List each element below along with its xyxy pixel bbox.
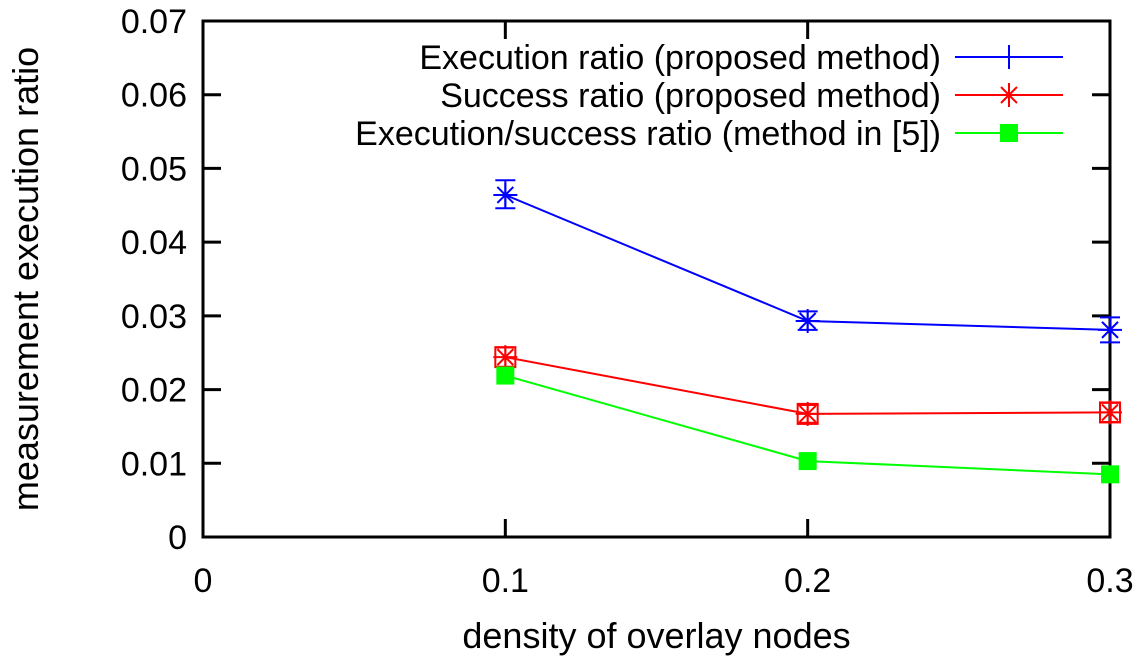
- legend-item: Execution ratio (proposed method): [419, 39, 1063, 77]
- marker-stroke: [496, 186, 515, 204]
- data-point: [493, 182, 518, 207]
- y-tick-label: 0.07: [121, 3, 187, 41]
- y-tick-label: 0.04: [121, 224, 187, 262]
- series-0: [493, 179, 1122, 344]
- marker-stroke: [1101, 321, 1119, 339]
- legend-sample-marker: [1000, 83, 1018, 107]
- legend-item: Execution/success ratio (method in [5]): [355, 115, 1063, 153]
- data-point: [496, 366, 515, 385]
- data-point: [1098, 400, 1122, 425]
- y-axis-label: measurement execution ratio: [5, 47, 46, 511]
- x-axis: [201, 21, 1112, 537]
- data-point: [1101, 465, 1119, 484]
- y-tick-label: 0.01: [121, 445, 187, 483]
- x-tick-label: 0: [194, 562, 213, 600]
- series-1: [493, 345, 1122, 426]
- data-point: [798, 452, 817, 471]
- x-tick-label: 0.1: [482, 562, 529, 600]
- legend-item: Success ratio (proposed method): [440, 77, 1063, 115]
- y-tick-label: 0.06: [121, 77, 187, 115]
- y-tick-label: 0.05: [121, 150, 187, 188]
- legend-sample-marker: [1000, 124, 1018, 142]
- x-axis-label: density of overlay nodes: [462, 615, 850, 656]
- plot-frame: [201, 19, 1112, 539]
- x-tick-label: 0.2: [784, 562, 831, 600]
- legend-label: Execution/success ratio (method in [5]): [355, 115, 941, 153]
- marker-square: [496, 366, 515, 385]
- marker-square: [798, 452, 817, 471]
- marker-stroke: [798, 312, 817, 330]
- legend-label: Success ratio (proposed method): [440, 77, 941, 115]
- data-point: [795, 401, 820, 426]
- marker-square: [1000, 124, 1018, 142]
- x-tick-label: 0.3: [1086, 562, 1133, 600]
- y-tick-label: 0.02: [121, 372, 187, 410]
- legend-sample-marker: [997, 45, 1021, 69]
- legend-label: Execution ratio (proposed method): [419, 39, 941, 77]
- marker-square: [1101, 465, 1119, 484]
- marker-stroke: [1101, 403, 1119, 422]
- y-tick-label: 0: [168, 519, 187, 557]
- marker-box: [796, 402, 819, 425]
- marker-stroke: [496, 348, 515, 366]
- legend: Execution ratio (proposed method)Success…: [355, 39, 1063, 153]
- marker-stroke: [1000, 86, 1018, 104]
- y-axis: [203, 19, 1110, 539]
- data-point: [493, 345, 518, 370]
- series-2: [496, 366, 1119, 484]
- marker-box: [1099, 401, 1121, 424]
- marker-stroke: [798, 405, 817, 423]
- data-point: [795, 309, 820, 334]
- data-point: [1098, 317, 1122, 342]
- y-tick-label: 0.03: [121, 298, 187, 336]
